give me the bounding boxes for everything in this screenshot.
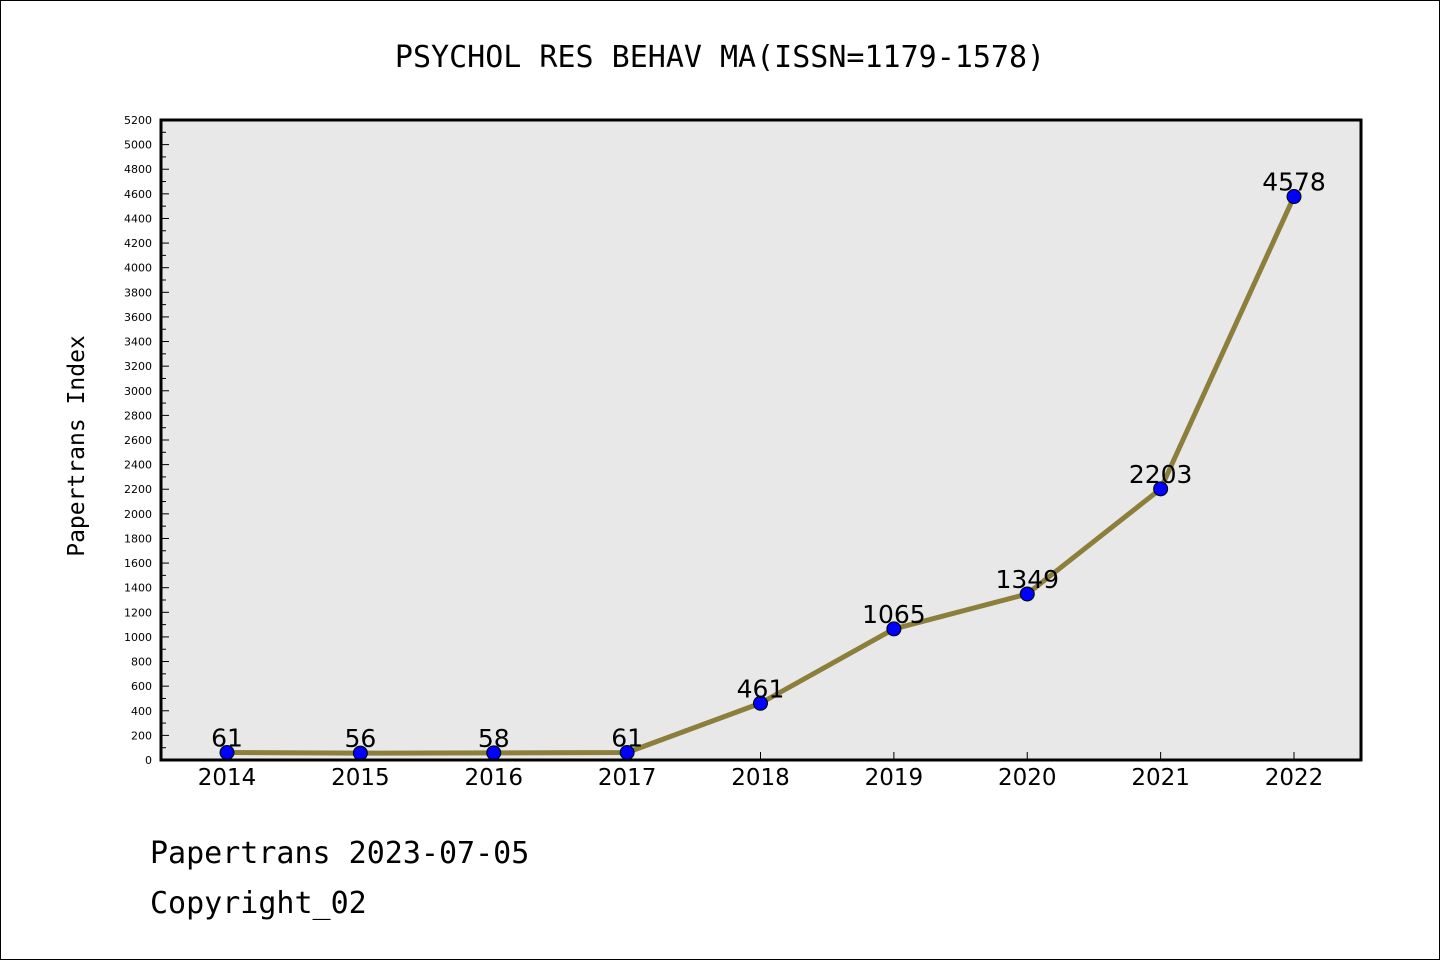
y-tick-label: 400 [131,705,152,718]
y-tick-label: 2000 [124,508,152,521]
y-tick-label: 3200 [124,360,152,373]
data-label: 61 [211,723,243,752]
y-tick-label: 4400 [124,212,152,225]
y-tick-label: 4800 [124,163,152,176]
y-axis-ticks: 0 200 400 600 800 1000 1200 1400 1600 1800 2000 220… [124,114,169,767]
data-point [886,621,902,637]
plot-border [159,118,1363,762]
y-tick-label: 2800 [124,409,152,422]
x-tick-label: 2018 [731,765,790,791]
footer-copyright-line: Copyright_02 [150,886,367,921]
data-point [1286,189,1302,205]
y-tick-label: 1200 [124,606,152,619]
y-tick-label: 2600 [124,434,152,447]
y-tick-label: 1000 [124,631,152,644]
x-tick-label: 2021 [1131,765,1190,791]
y-tick-label: 5200 [124,114,152,127]
data-label: 4578 [1262,168,1326,197]
x-tick-label: 2022 [1265,765,1324,791]
y-tick-label: 2200 [124,483,152,496]
y-tick-label: 3000 [124,385,152,398]
data-label: 56 [344,724,376,753]
y-tick-label: 3600 [124,311,152,324]
chart-title: PSYCHOL RES BEHAV MA(ISSN=1179-1578) [395,40,1045,75]
x-tick-label: 2015 [331,765,390,791]
plot-area [161,120,1361,760]
data-label: 58 [478,724,510,753]
y-tick-label: 4000 [124,262,152,275]
y-tick-label: 200 [131,729,152,742]
footer-date-line: Papertrans 2023-07-05 [150,836,530,871]
y-tick-label: 600 [131,680,152,693]
x-tick-label: 2017 [598,765,657,791]
x-tick-label: 2019 [865,765,924,791]
y-tick-label: 4200 [124,237,152,250]
y-tick-label: 4600 [124,188,152,201]
series-group: 61 56 58 61 461 1065 1349 2203 4578 [211,168,1326,761]
data-point [753,695,768,711]
y-tick-label: 0 [145,754,152,767]
y-tick-label: 3800 [124,286,152,299]
data-label: 461 [737,674,785,703]
y-tick-label: 3400 [124,336,152,349]
data-point [1153,481,1169,497]
y-axis-label: Papertrans Index [64,335,90,557]
data-label: 1349 [995,565,1059,594]
y-tick-label: 5000 [124,139,152,152]
x-tick-label: 2020 [998,765,1057,791]
x-tick-label: 2016 [464,765,523,791]
x-axis-ticks: 2014 2015 2016 2017 2018 2019 2020 2021 2022 [198,752,1324,791]
y-tick-label: 800 [131,656,152,669]
data-label: 1065 [862,600,926,629]
y-tick-label: 2400 [124,459,152,472]
data-label: 2203 [1129,460,1193,489]
y-tick-label: 1400 [124,582,152,595]
data-point [1019,586,1035,602]
y-tick-label: 1600 [124,557,152,570]
x-tick-label: 2014 [198,765,257,791]
y-tick-label: 1800 [124,532,152,545]
data-label: 61 [611,723,643,752]
